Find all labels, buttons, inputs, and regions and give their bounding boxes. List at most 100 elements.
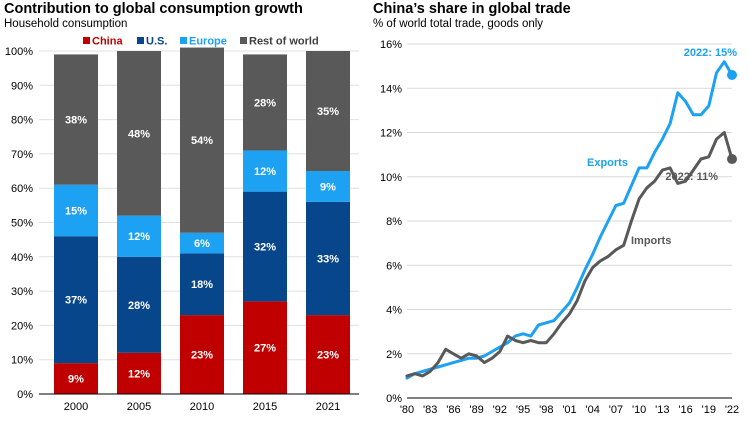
bar-segment xyxy=(117,215,161,257)
x-tick-label: '98 xyxy=(539,404,553,416)
legend-swatch xyxy=(83,37,90,44)
bar-segment xyxy=(54,184,98,237)
y-tick-label: 60% xyxy=(11,183,33,195)
data-label: 35% xyxy=(317,106,339,118)
series-label: Imports xyxy=(631,235,671,247)
y-tick-label: 10% xyxy=(11,355,33,367)
data-label: 12% xyxy=(128,368,150,380)
y-tick-label: 0% xyxy=(386,393,402,405)
y-tick-label: 8% xyxy=(386,216,402,228)
end-marker xyxy=(727,69,737,80)
bar-segment xyxy=(54,363,98,394)
bar-segment xyxy=(306,171,350,202)
y-tick-label: 4% xyxy=(386,305,402,317)
x-tick-label: '92 xyxy=(493,404,507,416)
x-tick-label: 2015 xyxy=(253,401,277,413)
y-tick-label: 80% xyxy=(11,115,33,127)
bar-segment xyxy=(306,51,350,172)
data-label: 23% xyxy=(317,350,339,362)
series-label: Exports xyxy=(587,157,628,169)
data-label: 18% xyxy=(191,279,213,291)
bar-segment xyxy=(180,253,224,316)
data-label: 23% xyxy=(191,350,213,362)
data-label: 12% xyxy=(128,231,150,243)
data-label: 28% xyxy=(254,97,276,109)
data-label: 15% xyxy=(65,205,87,217)
right-chart-subtitle: % of world total trade, goods only xyxy=(373,18,544,30)
x-tick-label: '04 xyxy=(586,404,600,416)
bar-segment xyxy=(306,315,350,394)
end-value-label: 2022: 15% xyxy=(684,47,737,59)
bar-segment xyxy=(243,150,287,192)
bar-segment xyxy=(180,232,224,254)
bar-segment xyxy=(243,191,287,302)
y-tick-label: 40% xyxy=(11,252,33,264)
data-label: 32% xyxy=(254,242,276,254)
y-tick-label: 6% xyxy=(386,260,402,272)
legend-swatch xyxy=(180,37,187,44)
x-tick-label: '01 xyxy=(562,404,576,416)
left-chart-title: Contribution to global consumption growt… xyxy=(4,1,303,17)
x-tick-label: '95 xyxy=(516,404,530,416)
data-label: 48% xyxy=(128,128,150,140)
y-tick-label: 90% xyxy=(11,80,33,92)
x-tick-label: 2000 xyxy=(64,401,88,413)
series-line-exports xyxy=(405,60,734,380)
bar-segment xyxy=(306,201,350,316)
y-tick-label: 50% xyxy=(11,218,33,230)
y-tick-label: 0% xyxy=(17,389,33,401)
bar-segment xyxy=(243,301,287,394)
x-tick-label: '80 xyxy=(400,404,414,416)
bar-segment xyxy=(180,47,224,233)
data-label: 9% xyxy=(68,374,84,386)
end-marker xyxy=(727,154,737,165)
y-tick-label: 14% xyxy=(380,83,402,95)
x-tick-label: '16 xyxy=(678,404,692,416)
end-value-label: 2022: 11% xyxy=(665,171,718,183)
bar-segment xyxy=(54,54,98,185)
y-tick-label: 30% xyxy=(11,286,33,298)
x-tick-label: 2021 xyxy=(316,401,340,413)
bar-segment xyxy=(117,51,161,216)
bar-segment xyxy=(243,54,287,151)
data-label: 28% xyxy=(128,300,150,312)
legend-swatch xyxy=(137,37,144,44)
legend-label: China xyxy=(92,36,123,48)
series-line-imports xyxy=(405,131,734,378)
legend-label: U.S. xyxy=(146,36,167,48)
x-tick-label: '83 xyxy=(423,404,437,416)
bar-segment xyxy=(54,236,98,364)
y-tick-label: 2% xyxy=(386,349,402,361)
data-label: 9% xyxy=(320,181,336,193)
x-tick-label: '13 xyxy=(655,404,669,416)
data-label: 37% xyxy=(65,295,87,307)
y-tick-label: 70% xyxy=(11,149,33,161)
x-tick-label: '10 xyxy=(632,404,646,416)
left-chart-subtitle: Household consumption xyxy=(4,18,128,30)
y-tick-label: 10% xyxy=(380,172,402,184)
right-chart-title: China’s share in global trade xyxy=(373,1,571,17)
data-label: 12% xyxy=(254,166,276,178)
x-tick-label: '86 xyxy=(446,404,460,416)
bar-segment xyxy=(117,352,161,394)
y-tick-label: 20% xyxy=(11,320,33,332)
data-label: 6% xyxy=(194,238,210,250)
data-label: 38% xyxy=(65,115,87,127)
data-label: 27% xyxy=(254,343,276,355)
legend-swatch xyxy=(240,37,247,44)
data-label: 33% xyxy=(317,254,339,266)
x-tick-label: '07 xyxy=(609,404,623,416)
x-tick-label: '89 xyxy=(469,404,483,416)
bar-segment xyxy=(117,256,161,353)
bar-segment xyxy=(180,315,224,394)
x-tick-label: '19 xyxy=(702,404,716,416)
y-tick-label: 100% xyxy=(5,46,33,58)
y-tick-label: 12% xyxy=(380,128,402,140)
data-label: 54% xyxy=(191,135,213,147)
legend-label: Rest of world xyxy=(249,36,319,48)
x-tick-label: 2010 xyxy=(190,401,214,413)
y-tick-label: 16% xyxy=(380,39,402,51)
x-tick-label: '22 xyxy=(725,404,739,416)
